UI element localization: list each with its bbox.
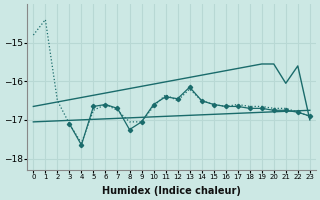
X-axis label: Humidex (Indice chaleur): Humidex (Indice chaleur) (102, 186, 241, 196)
